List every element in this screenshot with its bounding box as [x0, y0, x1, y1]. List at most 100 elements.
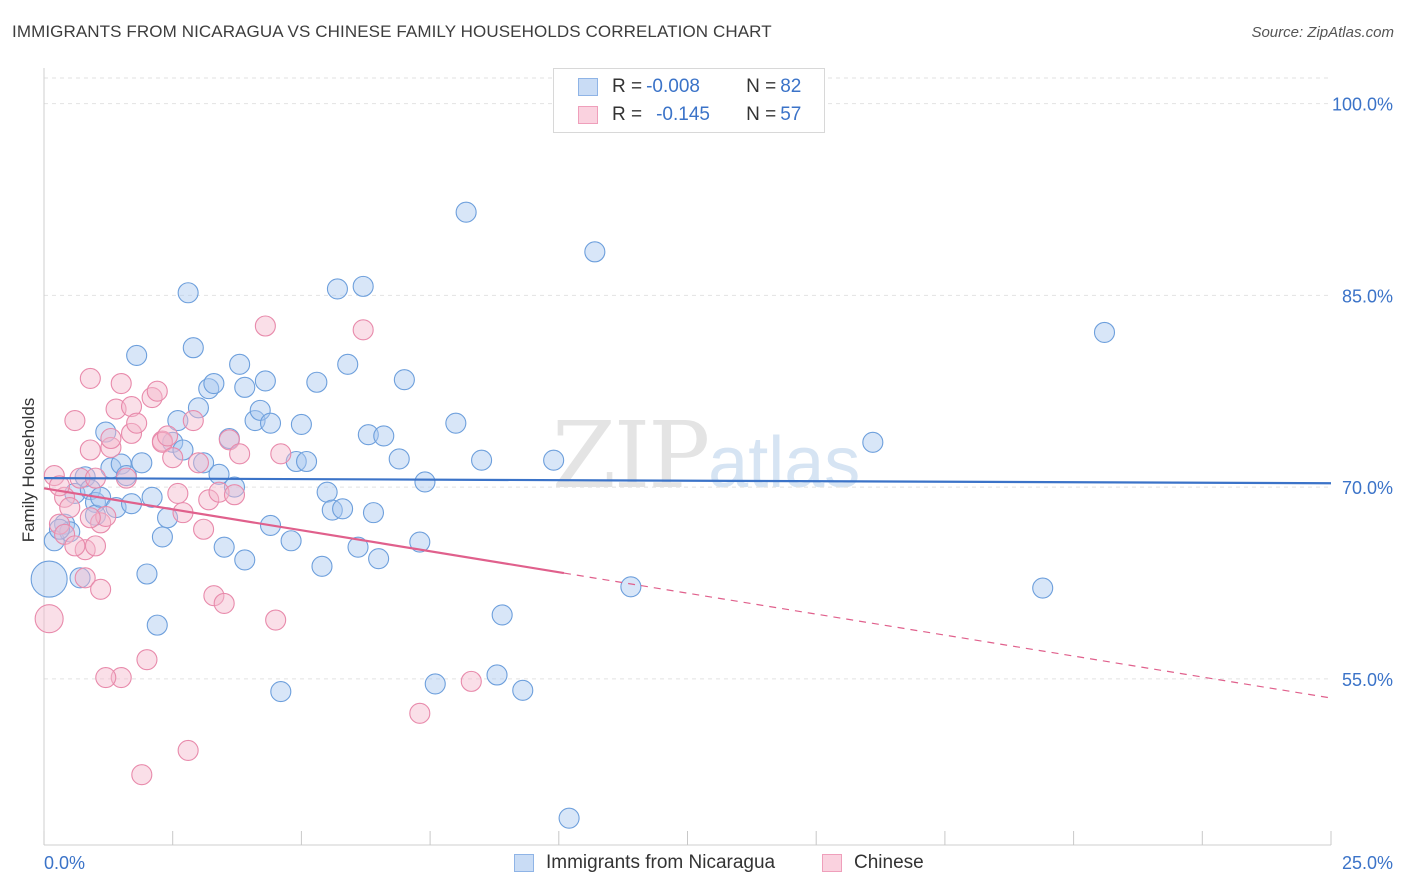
nicaragua-point — [388, 448, 410, 470]
nicaragua-point — [280, 530, 302, 552]
legend-n-value: 82 — [780, 76, 802, 97]
chinese-point — [84, 535, 107, 557]
nicaragua-point — [30, 560, 68, 598]
legend-swatch-blue — [578, 78, 598, 96]
y-tick-label: 70.0% — [1342, 478, 1393, 498]
chinese-point — [270, 443, 292, 465]
nicaragua-point — [259, 412, 282, 434]
grid-lines — [44, 77, 1331, 680]
chinese-point — [203, 585, 225, 607]
nicaragua-point — [620, 576, 642, 598]
nicaragua-points — [30, 201, 1116, 829]
nicaragua-point — [182, 337, 204, 359]
legend-r-label: R = — [612, 76, 643, 97]
chinese-point — [409, 702, 431, 724]
bottom-legend-swatch-blue — [514, 854, 534, 872]
y-tick-label: 85.0% — [1342, 286, 1393, 306]
y-tick-label: 100.0% — [1332, 95, 1393, 115]
nicaragua-point — [1032, 577, 1054, 599]
chinese-point — [79, 439, 101, 461]
chinese-point — [79, 367, 101, 389]
chinese-point — [120, 395, 143, 418]
chart-title: IMMIGRANTS FROM NICARAGUA VS CHINESE FAM… — [12, 22, 772, 41]
chinese-point — [136, 649, 158, 671]
trend-line-nicaragua — [43, 477, 1332, 485]
nicaragua-point — [110, 453, 132, 475]
nicaragua-point — [326, 278, 348, 300]
y-tick-label: 55.0% — [1342, 670, 1393, 690]
nicaragua-point — [167, 410, 189, 432]
legend-row-nicaragua: R = -0.008 N = 82 — [578, 75, 801, 99]
chinese-point — [95, 505, 117, 528]
nicaragua-point — [362, 502, 385, 524]
watermark-atlas: atlas — [708, 423, 861, 503]
chinese-point — [34, 604, 64, 634]
nicaragua-point — [393, 369, 415, 391]
nicaragua-point — [316, 481, 338, 503]
chinese-point — [64, 535, 86, 557]
chinese-point — [131, 764, 153, 786]
x-tick-label: 0.0% — [44, 853, 85, 873]
nicaragua-point — [311, 555, 333, 577]
nicaragua-point — [543, 449, 565, 471]
nicaragua-point — [213, 536, 235, 558]
nicaragua-point — [512, 679, 534, 701]
legend-n-label: N = — [746, 104, 777, 125]
bottom-legend-chinese: Chinese — [822, 852, 924, 874]
chinese-point — [265, 609, 287, 631]
legend-row-chinese: R = -0.145 N = 57 — [578, 103, 801, 127]
chinese-point — [110, 666, 132, 689]
nicaragua-point — [126, 344, 148, 366]
chinese-point — [120, 422, 143, 444]
tick-labels: 55.0% 70.0% 85.0% 100.0% 0.0% 25.0% — [44, 95, 1393, 873]
chinese-point — [177, 739, 199, 761]
chinese-point — [59, 496, 81, 519]
nicaragua-point — [424, 673, 446, 695]
nicaragua-point — [368, 548, 390, 570]
chinese-point — [105, 398, 127, 420]
nicaragua-point — [270, 681, 292, 703]
bottom-legend-swatch-pink — [822, 854, 842, 872]
bottom-legend-label: Immigrants from Nicaragua — [546, 852, 776, 873]
nicaragua-point — [584, 241, 606, 263]
chinese-point — [198, 489, 220, 511]
nicaragua-point — [445, 412, 467, 434]
legend-r-value: -0.145 — [656, 104, 710, 125]
nicaragua-point — [414, 471, 436, 493]
legend-r-value: -0.008 — [646, 76, 700, 97]
nicaragua-point — [141, 486, 163, 508]
trend-line-chinese — [43, 487, 565, 575]
chinese-point — [223, 484, 246, 506]
chinese-point — [74, 567, 96, 589]
nicaragua-point — [177, 282, 199, 304]
nicaragua-point — [455, 201, 477, 223]
nicaragua-point — [306, 371, 328, 393]
legend-r-label: R = — [612, 104, 643, 125]
bottom-legend-label: Chinese — [854, 852, 924, 873]
nicaragua-point — [187, 397, 209, 419]
source-credit: Source: ZipAtlas.com — [1251, 24, 1394, 41]
chinese-point — [187, 452, 209, 474]
nicaragua-point — [290, 413, 312, 435]
chinese-points — [34, 315, 482, 786]
chinese-point — [167, 482, 189, 505]
nicaragua-point — [347, 536, 369, 558]
nicaragua-point — [409, 531, 431, 553]
chinese-point — [100, 436, 122, 458]
nicaragua-point — [172, 439, 194, 461]
chinese-point — [162, 447, 184, 469]
chinese-point — [90, 578, 112, 600]
nicaragua-point — [862, 431, 884, 453]
nicaragua-point — [486, 664, 508, 686]
legend-n-label: N = — [746, 76, 777, 97]
nicaragua-point — [69, 567, 91, 589]
chinese-point — [213, 592, 235, 614]
nicaragua-point — [332, 498, 354, 520]
nicaragua-point — [131, 452, 153, 474]
axes — [43, 68, 1332, 846]
watermark: ZIPatlas — [552, 402, 860, 509]
chinese-point — [460, 670, 482, 692]
chinese-point — [157, 425, 179, 447]
nicaragua-point — [234, 376, 256, 398]
